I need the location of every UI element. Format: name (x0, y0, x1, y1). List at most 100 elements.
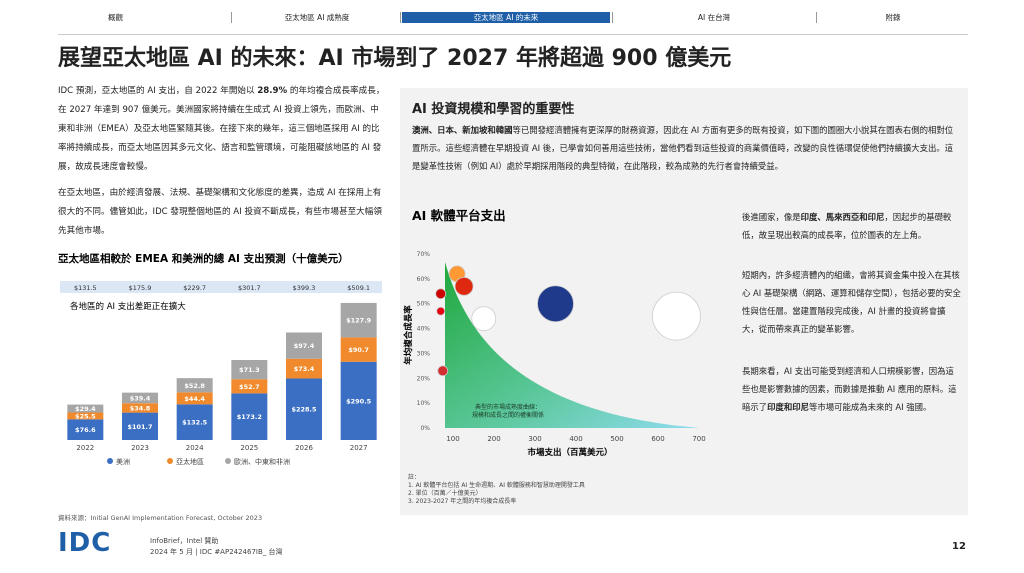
y-tick-label: 30% (417, 350, 431, 357)
value-label: $44.4 (184, 395, 205, 403)
text: IDC 預測，亞太地區的 AI 支出，自 2022 年開始以 (58, 86, 258, 96)
bar-segment (340, 361, 377, 440)
bubble (454, 276, 474, 296)
y-tick-label: 40% (417, 326, 431, 333)
nav-tab[interactable]: 概觀 (108, 13, 123, 22)
bubble (437, 365, 449, 377)
value-label: $25.5 (75, 412, 96, 420)
chart-title: AI 軟體平台支出 (412, 208, 506, 223)
total-label: $131.5 (74, 284, 97, 292)
totals-band (60, 281, 382, 293)
y-tick-label: 60% (417, 276, 431, 283)
note: 3. 2023-2027 年之間的年均複合成長率 (408, 498, 517, 505)
bar-segment (67, 404, 104, 413)
annotation: 規模和成長之間的權衡關係 (472, 411, 544, 419)
page-title: 展望亞太地區 AI 的未來：AI 市場到了 2027 年將超過 900 億美元 (58, 46, 732, 71)
x-tick-label: 500 (610, 435, 623, 443)
text: 在亞太地區，由於經濟發展、法規、基礎架構和文化態度的差異，造成 AI 在採用上有… (58, 188, 382, 236)
x-tick-label: 2023 (131, 444, 149, 452)
separator (400, 12, 401, 23)
bubble (436, 306, 446, 316)
bar-segment (176, 392, 213, 405)
value-label: $71.3 (239, 366, 260, 374)
text: ，因起步的基礎較低，故呈現出較高的成長率，位於圖表的左上角。 (742, 212, 952, 240)
bold-text: 印度、馬來西亞和印尼 (800, 212, 885, 222)
nav-tab[interactable]: 亞太地區 AI 成熟度 (284, 13, 350, 22)
value-label: $29.4 (75, 405, 96, 413)
y-tick-label: 50% (417, 301, 431, 308)
bar-segment (286, 358, 322, 379)
value-label: $73.4 (294, 365, 315, 373)
bar-segment (176, 378, 213, 393)
x-tick-label: 2022 (76, 444, 94, 452)
paragraph: 後進國家，像是印度、馬來西亞和印尼，因起步的基礎較低，故呈現出較高的成長率，位於… (742, 208, 962, 244)
value-label: $173.2 (237, 413, 262, 421)
source: 資料來源：Initial GenAI Implementation Foreca… (58, 514, 263, 522)
bar-segment (231, 379, 268, 394)
legend-marker (225, 458, 231, 464)
paragraph: 澳洲、日本、新加坡和韓國等已開發經濟體擁有更深厚的財務資源，因此在 AI 方面有… (412, 121, 960, 175)
total-label: $175.9 (129, 284, 152, 292)
value-label: $52.8 (184, 382, 205, 390)
x-tick-label: 400 (569, 435, 582, 443)
bar-segment (67, 419, 104, 440)
bar-segment (122, 392, 158, 404)
text: 長期來看，AI 支出可能受到經濟和人口規模影響，因為這些也是影響數據的因素，而數… (742, 366, 957, 412)
y-tick-label: 0% (420, 425, 430, 432)
x-tick-label: 2024 (186, 444, 204, 452)
page-number: 12 (952, 541, 966, 552)
value-label: $101.7 (127, 423, 152, 431)
value-label: $39.4 (130, 394, 151, 402)
value-label: $34.8 (130, 404, 151, 412)
separator (231, 12, 232, 23)
bar-segment (286, 332, 322, 359)
bar-segment (176, 404, 213, 440)
chart-subtitle: 各地區的 AI 支出差距正在擴大 (70, 301, 186, 312)
y-axis-label: 年均複合成長率 (403, 305, 414, 365)
value-label: $90.7 (348, 346, 369, 354)
paragraph: 在亞太地區，由於經濟發展、法規、基礎架構和文化態度的差異，造成 AI 在採用上有… (58, 184, 386, 241)
value-label: $127.9 (346, 317, 372, 325)
value-label: $228.5 (291, 406, 317, 414)
separator (816, 12, 817, 23)
bar-segment (286, 378, 322, 440)
x-tick-label: 2026 (295, 444, 313, 452)
bubble (537, 285, 574, 323)
x-tick-label: 2027 (350, 444, 368, 452)
bar-segment (231, 359, 268, 380)
bubble (435, 288, 447, 300)
note: 2. 單位（百萬／十億美元） (408, 490, 482, 497)
nav-tab[interactable]: AI 在台灣 (697, 13, 731, 22)
nav-tab[interactable]: 亞太地區 AI 的未來 (402, 12, 610, 23)
logo: IDC (58, 528, 112, 558)
total-label: $301.7 (238, 284, 261, 292)
value-label: $52.7 (239, 383, 260, 391)
x-tick-label: 200 (487, 435, 500, 443)
separator (612, 12, 613, 23)
x-tick-label: 700 (692, 435, 705, 443)
bold-text: 印度和印尼 (767, 402, 809, 412)
note: 註： (408, 474, 421, 481)
x-tick-label: 600 (651, 435, 664, 443)
value-label: $290.5 (346, 397, 372, 405)
text: 等市場可能成為未來的 AI 強國。 (809, 402, 932, 412)
bold-text: 28.9% (257, 86, 288, 96)
nav-tab[interactable]: 附錄 (885, 13, 901, 22)
nav-bar: 概觀 亞太地區 AI 成熟度 亞太地區 AI 的未來 AI 在台灣 附錄 (58, 8, 968, 35)
paragraph: IDC 預測，亞太地區的 AI 支出，自 2022 年開始以 28.9% 的年均… (58, 82, 386, 177)
footer-text: InfoBrief，Intel 贊助 2024 年 5 月 | IDC #AP2… (150, 536, 283, 558)
text: 後進國家，像是 (742, 212, 801, 222)
x-tick-label: 300 (528, 435, 541, 443)
value-label: $132.5 (182, 419, 208, 427)
bubble (471, 306, 497, 332)
y-tick-label: 10% (417, 400, 431, 407)
note: 1. AI 軟體平台包括 AI 生命週期、AI 軟體服務和智慧助理開發工具 (408, 482, 585, 489)
bold-text: 澳洲、日本、新加坡和韓國 (412, 125, 513, 135)
total-label: $509.1 (347, 284, 370, 292)
bar-segment (340, 302, 377, 338)
legend-marker (167, 458, 173, 464)
x-tick-label: 2025 (240, 444, 258, 452)
footer-line: 2024 年 5 月 | IDC #AP242467IB_ 台灣 (150, 548, 283, 556)
